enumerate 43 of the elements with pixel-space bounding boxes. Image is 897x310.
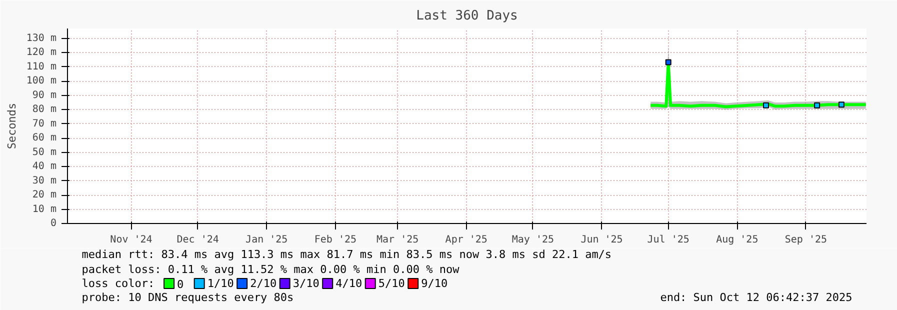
text: end: Sun Oct 12 06:42:37 2025 [660,291,852,304]
y-tick-label: 10 m [32,204,57,215]
point [763,102,770,108]
x-tick-label: Mar '25 [376,234,419,246]
x-tick-label: Dec '24 [176,234,219,246]
x-tick-label: May '25 [512,234,554,246]
y-tick-label: 130 m [26,32,57,44]
x-tick-label: Apr '25 [445,234,488,246]
x-tick-label: Jun '25 [580,234,623,246]
legend-label: 1/10 [207,277,234,290]
y-tick-label: 60 m [32,132,57,144]
point [665,59,672,66]
y-tick-label: 120 m [26,47,57,58]
y-tick-label: 80 m [32,104,57,116]
y-tick-label: 90 m [32,90,57,101]
legend-label: 5/10 [378,277,405,290]
legend-label: 3/10 [292,277,320,290]
x-tick-label: Sep '25 [784,234,828,246]
y-tick-label: 70 m [32,118,57,130]
y-tick-label: 110 m [26,61,57,72]
text: packet loss: 0.11 % avg 11.52 % max 0.00 % min 0.00 % now [82,263,460,276]
y-tick-label: 0 [50,218,57,229]
text: median rtt: 83.4 ms avg 113.3 ms max 81.7 ms min 83.5 ms now 3.8 ms sd 22.1 am/s [82,248,612,261]
legend-title: loss color: [82,277,155,290]
chart-title: Last 360 Days [416,8,518,24]
x-tick-label: Jul '25 [647,234,690,246]
x-tick-label: Jan '25 [246,234,288,246]
y-tick-label: 20 m [32,190,57,201]
legend-label: 4/10 [336,277,362,290]
x-tick-label: Aug '25 [716,234,758,246]
point [814,102,820,108]
x-tick-label: Nov '24 [110,234,152,246]
x-tick-label: Feb '25 [314,234,357,246]
y-tick-label: 40 m [32,161,57,172]
y-tick-label: 30 m [32,175,57,186]
y-tick-label: 50 m [32,146,57,158]
y-tick-label: 100 m [26,76,57,87]
y-axis-title: Seconds [5,102,18,150]
legend-label: 2/10 [250,277,277,290]
legend-label: 9/10 [421,277,448,290]
legend-label: 0 [177,278,184,291]
point [838,102,844,108]
text: probe: 10 DNS requests every 80s [82,291,294,304]
